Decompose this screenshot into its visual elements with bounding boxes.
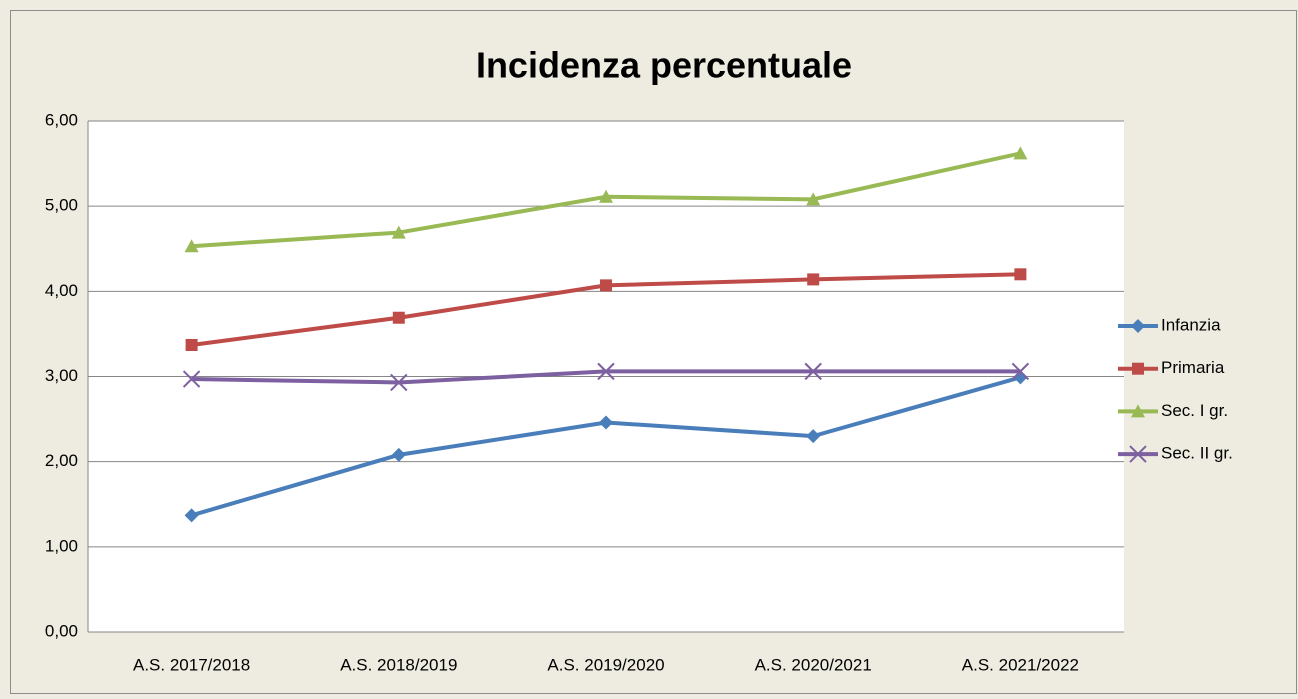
marker xyxy=(391,447,406,462)
x-tick-label: A.S. 2018/2019 xyxy=(340,655,457,674)
x-tick-label: A.S. 2017/2018 xyxy=(133,655,250,674)
marker xyxy=(392,311,405,324)
x-tick-label: A.S. 2019/2020 xyxy=(547,655,664,674)
legend-label: Sec. I gr. xyxy=(1161,401,1228,420)
marker xyxy=(1131,404,1145,418)
x-tick-label: A.S. 2021/2022 xyxy=(962,655,1079,674)
x-tick-label: A.S. 2020/2021 xyxy=(755,655,872,674)
marker xyxy=(182,370,201,388)
marker xyxy=(1013,146,1028,160)
y-tick-label: 4,00 xyxy=(45,281,78,300)
y-tick-label: 1,00 xyxy=(45,536,78,555)
marker xyxy=(1014,268,1027,281)
marker xyxy=(1129,445,1147,463)
marker xyxy=(599,189,613,203)
marker xyxy=(390,373,408,392)
marker xyxy=(1132,362,1144,375)
legend-label: Sec. II gr. xyxy=(1161,444,1233,463)
marker xyxy=(1131,319,1145,333)
y-tick-label: 2,00 xyxy=(45,451,78,470)
marker xyxy=(184,508,199,523)
marker xyxy=(806,192,821,206)
marker xyxy=(184,239,199,253)
marker xyxy=(1011,362,1030,381)
y-tick-label: 0,00 xyxy=(45,621,78,640)
marker xyxy=(599,415,613,430)
marker xyxy=(597,362,615,381)
y-tick-label: 6,00 xyxy=(45,110,78,129)
chart-title: Incidenza percentuale xyxy=(476,45,852,86)
legend-label: Infanzia xyxy=(1161,315,1221,334)
marker xyxy=(806,429,821,444)
marker xyxy=(391,225,406,239)
legend-label: Primaria xyxy=(1161,358,1225,377)
y-tick-label: 3,00 xyxy=(45,366,78,385)
marker xyxy=(807,273,820,286)
marker xyxy=(185,338,198,351)
marker xyxy=(600,279,612,292)
marker xyxy=(804,362,822,381)
y-tick-label: 5,00 xyxy=(45,196,78,215)
